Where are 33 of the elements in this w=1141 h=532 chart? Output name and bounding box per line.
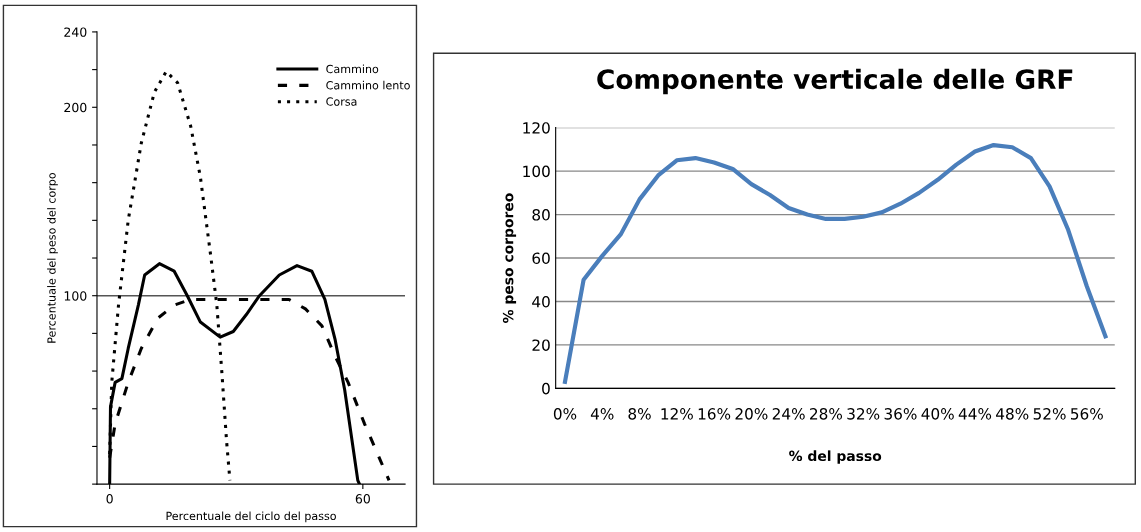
y-axis-title: Percentuale del peso del corpo: [47, 172, 58, 343]
y-tick-label: 240: [64, 27, 87, 37]
y-tick-label: 0: [542, 382, 550, 395]
y-axis-title: % peso corporeo: [502, 193, 517, 323]
x-tick-label: 12%: [661, 408, 693, 420]
x-tick-label: 32%: [847, 408, 880, 420]
x-tick-label: 8%: [628, 408, 651, 420]
y-tick-label: 40: [532, 295, 550, 308]
x-tick-label: 20%: [735, 408, 768, 420]
y-tick-label: 60: [532, 252, 550, 265]
x-tick-label: 36%: [884, 408, 917, 420]
y-tick-label: 200: [64, 102, 87, 113]
x-tick-label: 44%: [958, 408, 992, 420]
chart-title: Componente verticale delle GRF: [597, 68, 1073, 95]
y-tick-label: 100: [523, 165, 550, 178]
y-tick-label: 120: [523, 122, 550, 134]
x-tick-label: 52%: [1033, 408, 1066, 420]
x-tick-label: 0%: [553, 408, 577, 420]
x-tick-label: 24%: [772, 408, 805, 420]
x-tick-label: 4%: [590, 408, 614, 420]
x-tick-label: 28%: [810, 408, 843, 420]
x-axis-title: % del passo: [789, 450, 882, 464]
y-tick-label: 20: [532, 339, 550, 351]
legend-label: Corsa: [326, 97, 357, 106]
x-tick-label: 56%: [1071, 408, 1103, 420]
legend-label: Cammino: [326, 64, 379, 74]
x-tick-label: 40%: [921, 408, 954, 420]
legend-label: Cammino lento: [326, 80, 410, 90]
y-tick-label: 100: [64, 291, 87, 301]
x-tick-label: 16%: [698, 408, 731, 420]
y-tick-label: 80: [532, 209, 550, 221]
x-tick-label: 48%: [996, 408, 1029, 420]
x-axis-title: Percentuale del ciclo del passo: [166, 511, 336, 523]
